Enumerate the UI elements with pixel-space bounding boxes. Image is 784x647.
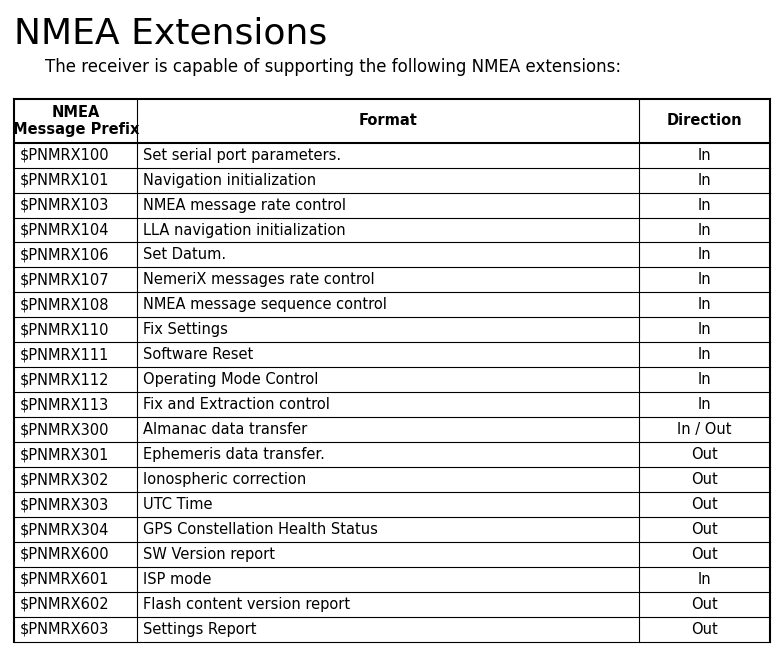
Text: Operating Mode Control: Operating Mode Control xyxy=(143,372,318,388)
Text: Out: Out xyxy=(691,622,718,637)
Text: In: In xyxy=(698,372,711,388)
Text: $PNMRX100: $PNMRX100 xyxy=(20,148,109,162)
Text: $PNMRX113: $PNMRX113 xyxy=(20,397,109,412)
Text: $PNMRX107: $PNMRX107 xyxy=(20,272,109,287)
Text: In / Out: In / Out xyxy=(677,422,731,437)
Text: $PNMRX106: $PNMRX106 xyxy=(20,247,109,263)
Text: $PNMRX104: $PNMRX104 xyxy=(20,223,109,237)
Text: $PNMRX300: $PNMRX300 xyxy=(20,422,109,437)
Text: $PNMRX108: $PNMRX108 xyxy=(20,298,109,313)
Text: $PNMRX101: $PNMRX101 xyxy=(20,173,109,188)
Text: $PNMRX103: $PNMRX103 xyxy=(20,197,109,213)
Text: Set Datum.: Set Datum. xyxy=(143,247,226,263)
Text: Flash content version report: Flash content version report xyxy=(143,597,350,612)
Text: In: In xyxy=(698,298,711,313)
Text: Out: Out xyxy=(691,497,718,512)
Text: In: In xyxy=(698,173,711,188)
Text: Software Reset: Software Reset xyxy=(143,347,253,362)
Text: Out: Out xyxy=(691,547,718,562)
Text: Almanac data transfer: Almanac data transfer xyxy=(143,422,307,437)
Text: NemeriX messages rate control: NemeriX messages rate control xyxy=(143,272,375,287)
Text: Direction: Direction xyxy=(666,113,742,128)
Text: In: In xyxy=(698,572,711,587)
Text: NMEA message sequence control: NMEA message sequence control xyxy=(143,298,387,313)
Text: Navigation initialization: Navigation initialization xyxy=(143,173,316,188)
Text: Ionospheric correction: Ionospheric correction xyxy=(143,472,306,487)
Text: $PNMRX302: $PNMRX302 xyxy=(20,472,109,487)
Text: NMEA Extensions: NMEA Extensions xyxy=(14,16,328,50)
Text: NMEA
Message Prefix: NMEA Message Prefix xyxy=(13,105,139,137)
Text: SW Version report: SW Version report xyxy=(143,547,274,562)
Text: $PNMRX112: $PNMRX112 xyxy=(20,372,109,388)
Text: In: In xyxy=(698,148,711,162)
Text: NMEA message rate control: NMEA message rate control xyxy=(143,197,346,213)
Text: $PNMRX600: $PNMRX600 xyxy=(20,547,109,562)
Text: Ephemeris data transfer.: Ephemeris data transfer. xyxy=(143,447,325,462)
Text: LLA navigation initialization: LLA navigation initialization xyxy=(143,223,346,237)
Text: $PNMRX601: $PNMRX601 xyxy=(20,572,109,587)
Text: In: In xyxy=(698,397,711,412)
Text: $PNMRX110: $PNMRX110 xyxy=(20,322,109,337)
Text: $PNMRX602: $PNMRX602 xyxy=(20,597,109,612)
Text: In: In xyxy=(698,223,711,237)
Text: ISP mode: ISP mode xyxy=(143,572,211,587)
Text: GPS Constellation Health Status: GPS Constellation Health Status xyxy=(143,522,378,537)
Text: Fix Settings: Fix Settings xyxy=(143,322,227,337)
Text: $PNMRX303: $PNMRX303 xyxy=(20,497,109,512)
Text: Out: Out xyxy=(691,522,718,537)
Text: In: In xyxy=(698,197,711,213)
Text: Fix and Extraction control: Fix and Extraction control xyxy=(143,397,329,412)
Text: In: In xyxy=(698,272,711,287)
Text: Out: Out xyxy=(691,597,718,612)
Text: Out: Out xyxy=(691,472,718,487)
Text: The receiver is capable of supporting the following NMEA extensions:: The receiver is capable of supporting th… xyxy=(45,58,622,76)
Text: Settings Report: Settings Report xyxy=(143,622,256,637)
Text: $PNMRX111: $PNMRX111 xyxy=(20,347,109,362)
Text: Set serial port parameters.: Set serial port parameters. xyxy=(143,148,341,162)
Text: $PNMRX304: $PNMRX304 xyxy=(20,522,109,537)
Text: $PNMRX301: $PNMRX301 xyxy=(20,447,109,462)
Text: UTC Time: UTC Time xyxy=(143,497,212,512)
Text: In: In xyxy=(698,247,711,263)
Text: Format: Format xyxy=(359,113,418,128)
Text: In: In xyxy=(698,322,711,337)
Text: Out: Out xyxy=(691,447,718,462)
Text: In: In xyxy=(698,347,711,362)
Text: $PNMRX603: $PNMRX603 xyxy=(20,622,109,637)
